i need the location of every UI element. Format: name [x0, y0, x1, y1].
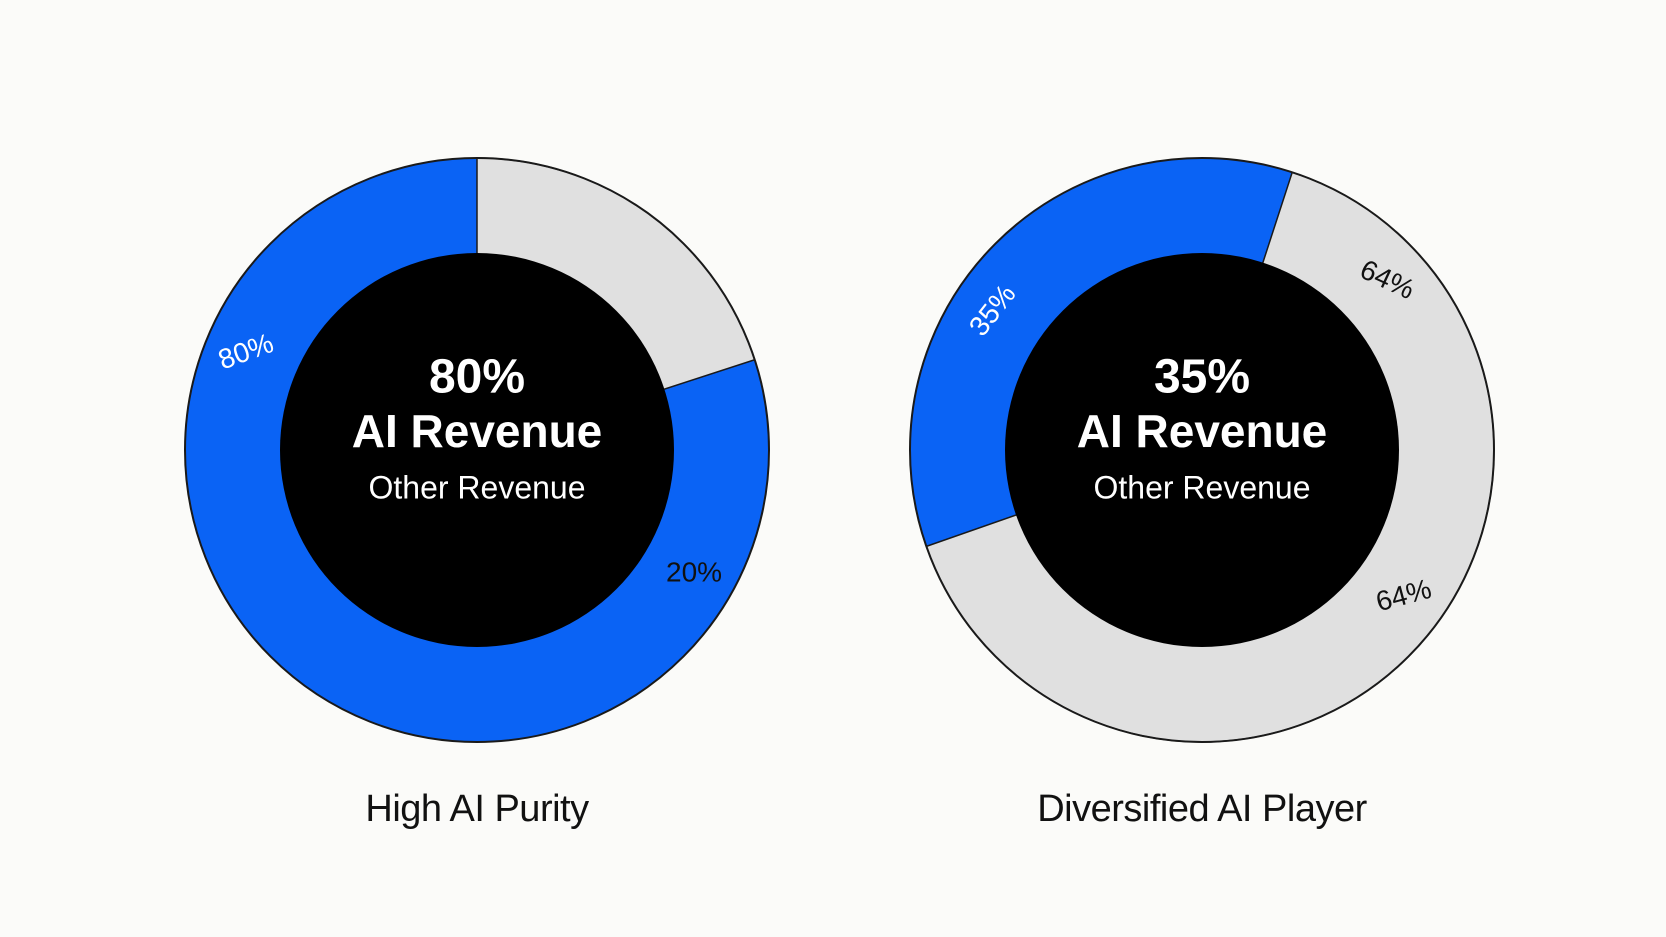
center-sublabel: Other Revenue: [1093, 469, 1310, 505]
donut-center: [1005, 253, 1399, 647]
center-value: 35%: [1154, 351, 1250, 404]
donut-outline: [184, 157, 770, 743]
center-label: AI Revenue: [1077, 405, 1328, 457]
donut-center: [280, 253, 674, 647]
center-value: 80%: [429, 351, 525, 404]
donut-chart-high-ai-purity: 80% 20% 80% AI Revenue Other Revenue: [184, 157, 770, 743]
donut-outline: [909, 157, 1495, 743]
center-label: AI Revenue: [352, 405, 603, 457]
slice-label-other: 20%: [666, 556, 722, 587]
donut-chart-diversified-ai-player: 35% 64% 64% 35% AI Revenue Other Revenue: [909, 157, 1495, 743]
chart-title-diversified-ai-player: Diversified AI Player: [1037, 788, 1367, 830]
center-sublabel: Other Revenue: [368, 469, 585, 505]
chart-title-high-ai-purity: High AI Purity: [365, 788, 589, 830]
